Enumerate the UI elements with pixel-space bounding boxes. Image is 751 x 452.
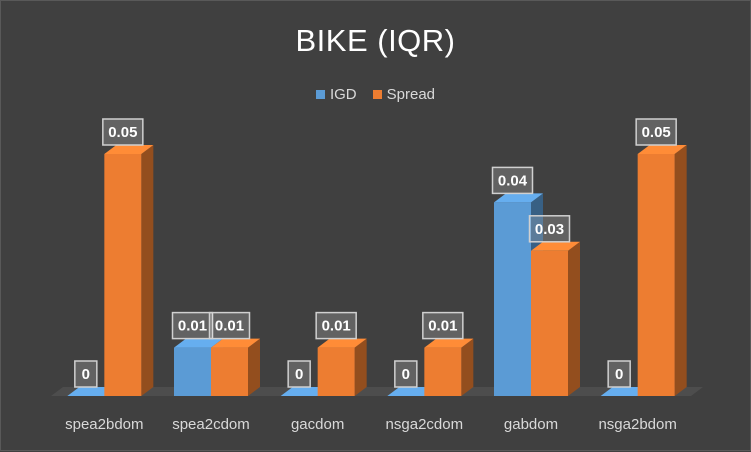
- data-label-box: [74, 360, 98, 388]
- category-label-gacdom: gacdom: [291, 416, 344, 433]
- bar-front: [211, 347, 248, 396]
- bar-top: [67, 387, 117, 396]
- bar-spread-spea2bdom: [104, 145, 154, 396]
- bar-top: [424, 338, 474, 348]
- data-label-box: [491, 166, 534, 195]
- data-label-box: [102, 118, 144, 146]
- bar-spread-nsga2bdom: [637, 145, 687, 396]
- bar-side: [568, 241, 580, 396]
- data-label-text: 0: [615, 366, 623, 383]
- data-label-text: 0.04: [498, 172, 528, 189]
- bar-igd-nsga2cdom: [387, 387, 437, 396]
- chart-title: BIKE (IQR): [295, 23, 456, 58]
- bar-top: [494, 193, 543, 203]
- data-label-igd-gabdom: 0.04: [491, 166, 534, 195]
- data-label-text: 0: [402, 366, 410, 383]
- legend: IGD Spread: [1, 86, 750, 103]
- bar-igd-gacdom: [280, 387, 330, 396]
- bar-top: [317, 338, 367, 348]
- data-label-text: 0.05: [108, 124, 137, 141]
- bar-front: [104, 154, 142, 396]
- bar-igd-spea2bdom: [67, 387, 117, 396]
- bar-side: [354, 338, 367, 396]
- data-label-spread-spea2cdom: 0.01: [208, 311, 251, 340]
- bar-front: [174, 347, 211, 396]
- data-label-igd-gacdom: 0: [287, 360, 311, 388]
- data-label-text: 0: [295, 366, 303, 383]
- data-label-text: 0.01: [322, 318, 351, 335]
- bar-side: [461, 338, 474, 396]
- legend-item-spread: Spread: [372, 86, 436, 103]
- bar-side: [141, 145, 154, 396]
- bar-side: [248, 338, 260, 396]
- data-label-box: [171, 311, 214, 340]
- data-label-text: 0.01: [428, 318, 457, 335]
- bar-side: [674, 145, 687, 396]
- legend-swatch-igd: [315, 90, 325, 99]
- data-label-spread-gacdom: 0.01: [315, 311, 357, 340]
- bar-igd-nsga2bdom: [600, 387, 650, 396]
- bar-top: [637, 145, 687, 154]
- data-label-spread-gabdom: 0.03: [528, 215, 571, 243]
- bar-front: [637, 154, 675, 396]
- data-label-box: [635, 118, 677, 146]
- data-label-text: 0.05: [642, 124, 671, 141]
- data-label-spread-nsga2cdom: 0.01: [422, 311, 464, 340]
- bar-front: [317, 347, 355, 396]
- legend-swatch-spread: [372, 90, 382, 99]
- data-label-text: 0: [82, 366, 90, 383]
- bar-spread-gacdom: [317, 338, 367, 396]
- bar-front: [494, 202, 531, 396]
- bar-top: [387, 387, 437, 396]
- bar-spread-spea2cdom: [211, 338, 260, 396]
- legend-item-igd: IGD: [315, 86, 357, 103]
- bar-spread-gabdom: [531, 241, 580, 396]
- bar-front: [424, 347, 462, 396]
- bar-top: [600, 387, 650, 396]
- bar-top: [280, 387, 330, 396]
- bar-top: [531, 241, 580, 251]
- data-label-igd-spea2cdom: 0.01: [171, 311, 214, 340]
- data-label-box: [287, 360, 311, 388]
- bar-top: [211, 338, 260, 348]
- bar-front: [531, 250, 568, 396]
- data-label-spread-spea2bdom: 0.05: [102, 118, 144, 146]
- data-label-box: [315, 311, 357, 340]
- data-label-box: [607, 360, 631, 388]
- bar-top: [104, 145, 154, 154]
- data-label-box: [422, 311, 464, 340]
- category-label-spea2bdom: spea2bdom: [65, 416, 143, 433]
- bar-top: [174, 338, 223, 348]
- data-label-text: 0.01: [178, 318, 207, 335]
- data-label-box: [528, 215, 571, 243]
- data-label-igd-nsga2cdom: 0: [394, 360, 418, 388]
- data-label-spread-nsga2bdom: 0.05: [635, 118, 677, 146]
- data-label-text: 0.03: [535, 221, 564, 238]
- category-label-gabdom: gabdom: [504, 416, 558, 433]
- legend-label-spread: Spread: [386, 86, 436, 103]
- data-label-igd-nsga2bdom: 0: [607, 360, 631, 388]
- category-label-nsga2bdom: nsga2bdom: [598, 416, 676, 433]
- legend-label-igd: IGD: [329, 86, 357, 103]
- category-label-spea2cdom: spea2cdom: [172, 416, 250, 433]
- data-label-box: [208, 311, 251, 340]
- bar-spread-nsga2cdom: [424, 338, 474, 396]
- data-label-box: [394, 360, 418, 388]
- data-label-igd-spea2bdom: 0: [74, 360, 98, 388]
- category-label-nsga2cdom: nsga2cdom: [386, 416, 464, 433]
- data-label-text: 0.01: [215, 318, 244, 335]
